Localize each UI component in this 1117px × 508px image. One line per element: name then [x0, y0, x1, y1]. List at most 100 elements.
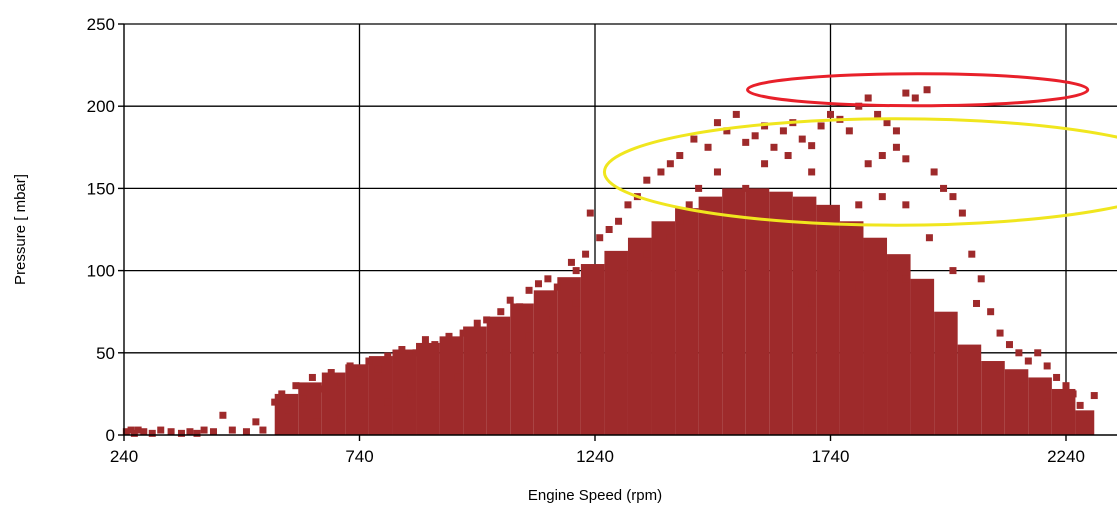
data-point — [643, 176, 651, 184]
data-point — [157, 426, 165, 434]
point-cluster — [416, 342, 440, 435]
data-point — [923, 86, 931, 94]
data-point — [987, 308, 995, 316]
data-point — [940, 184, 948, 192]
data-point — [874, 110, 882, 118]
data-point — [346, 362, 354, 370]
point-cluster — [627, 237, 652, 435]
data-point — [553, 283, 561, 291]
axes — [118, 23, 1117, 441]
data-point — [549, 316, 557, 324]
data-point — [200, 426, 208, 434]
data-point — [525, 332, 533, 340]
x-tick-label: 1740 — [812, 447, 850, 466]
point-cluster — [345, 364, 369, 435]
data-point — [483, 316, 491, 324]
yellow-ellipse-annotation — [603, 117, 1117, 227]
data-point — [544, 275, 552, 283]
point-cluster — [698, 196, 723, 435]
data-point — [219, 411, 227, 419]
data-point — [228, 426, 236, 434]
data-point — [431, 382, 439, 390]
data-point — [582, 250, 590, 258]
point-cluster — [745, 188, 770, 435]
point-cluster — [910, 278, 935, 435]
data-point — [290, 423, 298, 431]
data-point — [374, 365, 382, 373]
x-tick-label: 240 — [110, 447, 138, 466]
point-cluster — [1051, 388, 1076, 435]
data-point — [586, 209, 594, 217]
data-point — [337, 378, 345, 386]
data-point — [808, 299, 816, 307]
data-point — [327, 369, 335, 377]
data-point — [1024, 357, 1032, 365]
point-cluster — [1028, 377, 1052, 435]
point-cluster — [368, 356, 393, 435]
data-point — [292, 382, 300, 390]
data-point — [506, 296, 514, 304]
dense-point-region — [274, 188, 1095, 435]
data-point — [1076, 401, 1084, 409]
data-point — [713, 119, 721, 127]
data-point — [1069, 390, 1077, 398]
data-point — [864, 160, 872, 168]
data-point — [949, 267, 957, 275]
data-point — [134, 426, 142, 434]
data-point — [285, 406, 293, 414]
point-cluster — [722, 188, 746, 435]
data-point — [779, 127, 787, 135]
data-point — [704, 143, 712, 151]
y-tick-labels: 0 50 100 150 200 250 — [87, 15, 115, 445]
data-point — [892, 127, 900, 135]
data-point — [784, 152, 792, 160]
data-point — [431, 341, 439, 349]
point-cluster — [463, 326, 487, 435]
point-cluster — [816, 204, 840, 435]
data-point — [318, 385, 326, 393]
data-point — [676, 217, 684, 225]
x-axis-title: Engine Speed (rpm) — [528, 487, 662, 504]
data-point — [676, 152, 684, 160]
data-point — [883, 119, 891, 127]
data-point — [365, 357, 373, 365]
data-point — [534, 280, 542, 288]
data-point — [259, 426, 267, 434]
point-cluster — [675, 208, 699, 435]
data-point — [1053, 373, 1061, 381]
point-cluster — [486, 316, 511, 435]
data-point — [1043, 362, 1051, 370]
data-point — [130, 429, 138, 437]
data-point — [209, 428, 217, 436]
data-point — [958, 209, 966, 217]
data-point — [271, 398, 279, 406]
data-point — [855, 201, 863, 209]
point-cluster — [1004, 369, 1029, 435]
data-point — [973, 299, 981, 307]
data-point — [1015, 349, 1023, 357]
data-point — [1090, 392, 1098, 400]
data-point — [761, 122, 769, 130]
data-point — [356, 369, 363, 377]
data-point — [845, 127, 853, 135]
data-point — [949, 316, 957, 324]
point-cluster — [863, 237, 888, 435]
data-point — [313, 418, 321, 426]
data-point — [732, 110, 740, 118]
data-point — [831, 217, 839, 225]
data-point — [892, 143, 900, 151]
data-point — [177, 429, 185, 437]
data-point — [596, 234, 604, 242]
data-point — [624, 201, 632, 209]
data-point — [695, 184, 703, 192]
data-point — [140, 428, 148, 436]
x-tick-label: 740 — [345, 447, 373, 466]
y-tick-label: 200 — [87, 97, 115, 116]
data-point — [567, 258, 575, 266]
data-point — [525, 286, 533, 294]
data-point — [1020, 382, 1028, 390]
data-point — [827, 110, 834, 118]
data-point — [572, 299, 580, 307]
data-point — [855, 283, 863, 291]
point-cluster — [792, 196, 817, 435]
